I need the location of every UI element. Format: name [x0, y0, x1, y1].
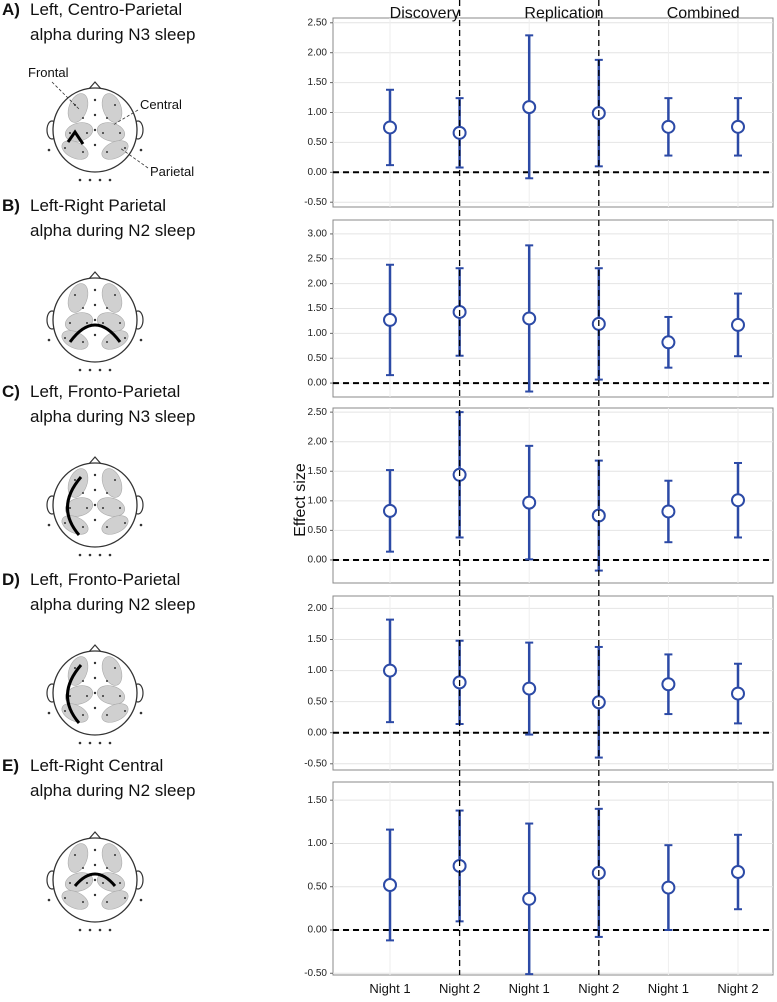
panel-label: B) — [2, 196, 20, 215]
annotation: Central — [140, 97, 182, 112]
x-tick-label: Night 2 — [717, 981, 758, 996]
panel-title: Left-Right Parietal — [30, 196, 166, 215]
panel-title: Left, Fronto-Parietal — [30, 382, 180, 401]
y-tick-label: -0.50 — [304, 758, 327, 769]
annotation: Parietal — [150, 164, 194, 179]
y-tick-label: 2.00 — [308, 47, 328, 58]
y-tick-label: 0.00 — [308, 167, 328, 178]
y-tick-label: 1.50 — [308, 303, 328, 314]
y-tick-label: 1.00 — [308, 328, 328, 339]
group-header: Replication — [524, 5, 603, 22]
y-tick-label: 2.50 — [308, 17, 328, 28]
leaders — [51, 81, 149, 169]
point — [661, 677, 676, 692]
y-tick-label: 1.00 — [308, 665, 328, 676]
point — [731, 686, 745, 701]
y-tick-label: 2.50 — [308, 407, 328, 418]
point — [383, 663, 397, 678]
y-tick-label: 2.50 — [308, 253, 328, 264]
point — [383, 877, 397, 892]
group-header: Combined — [667, 5, 740, 22]
point — [522, 100, 537, 115]
y-tick-label: 1.00 — [308, 107, 328, 118]
y-tick-label: 2.00 — [308, 278, 328, 289]
point — [731, 865, 745, 880]
y-tick-label: 2.00 — [308, 603, 328, 614]
y-tick-label: 0.00 — [308, 378, 328, 389]
x-tick-label: Night 1 — [648, 981, 689, 996]
point — [383, 503, 397, 518]
x-tick-label: Night 1 — [369, 981, 410, 996]
y-tick-label: 0.00 — [308, 925, 328, 936]
y-tick-label: 0.50 — [308, 137, 328, 148]
point — [731, 119, 745, 134]
head-d — [46, 644, 144, 745]
annotation: Frontal — [28, 65, 69, 80]
panel-title: alpha during N2 sleep — [30, 781, 195, 800]
y-tick-label: 1.50 — [308, 466, 328, 477]
point — [522, 495, 537, 510]
panel-label: C) — [2, 382, 20, 401]
head-b — [46, 271, 144, 372]
y-tick-label: 0.00 — [308, 727, 328, 738]
point — [731, 493, 745, 508]
point — [522, 681, 537, 696]
point — [661, 119, 676, 134]
y-tick-label: -0.50 — [304, 968, 327, 979]
y-tick-label: 1.50 — [308, 77, 328, 88]
y-tick-label: 0.50 — [308, 881, 328, 892]
y-tick-label: 1.50 — [308, 795, 328, 806]
panel-title: Left, Centro-Parietal — [30, 0, 182, 19]
y-tick-label: -0.50 — [304, 197, 327, 208]
panel-title: alpha during N2 sleep — [30, 595, 195, 614]
panel-label: E) — [2, 756, 19, 775]
y-tick-label: 2.00 — [308, 436, 328, 447]
plot-frame — [332, 407, 774, 584]
y-tick-label: 0.50 — [308, 696, 328, 707]
panel-label: D) — [2, 570, 20, 589]
point — [661, 504, 676, 519]
point — [383, 312, 397, 327]
point — [383, 120, 397, 135]
head-c — [46, 456, 144, 557]
panel-title: alpha during N3 sleep — [30, 407, 195, 426]
y-axis-label: Effect size — [292, 463, 309, 537]
y-tick-label: 1.00 — [308, 838, 328, 849]
head-e — [46, 831, 144, 932]
y-tick-label: 1.50 — [308, 634, 328, 645]
head-a — [46, 81, 144, 182]
point — [661, 880, 676, 895]
y-tick-label: 0.50 — [308, 525, 328, 536]
y-tick-label: 1.00 — [308, 495, 328, 506]
panel-title: alpha during N3 sleep — [30, 25, 195, 44]
point — [522, 311, 537, 326]
group-header: Discovery — [390, 5, 460, 22]
x-tick-label: Night 2 — [439, 981, 480, 996]
y-tick-label: 3.00 — [308, 229, 328, 240]
point — [661, 335, 676, 350]
point — [731, 317, 745, 332]
y-tick-label: 0.00 — [308, 555, 328, 566]
plot-frame — [332, 595, 774, 771]
panel-label: A) — [2, 0, 20, 19]
point — [522, 891, 537, 906]
y-tick-label: 0.50 — [308, 353, 328, 364]
panel-title: Left-Right Central — [30, 756, 163, 775]
plot-frame — [332, 781, 774, 976]
panel-title: alpha during N2 sleep — [30, 221, 195, 240]
panel-title: Left, Fronto-Parietal — [30, 570, 180, 589]
x-tick-label: Night 2 — [578, 981, 619, 996]
x-tick-label: Night 1 — [509, 981, 550, 996]
